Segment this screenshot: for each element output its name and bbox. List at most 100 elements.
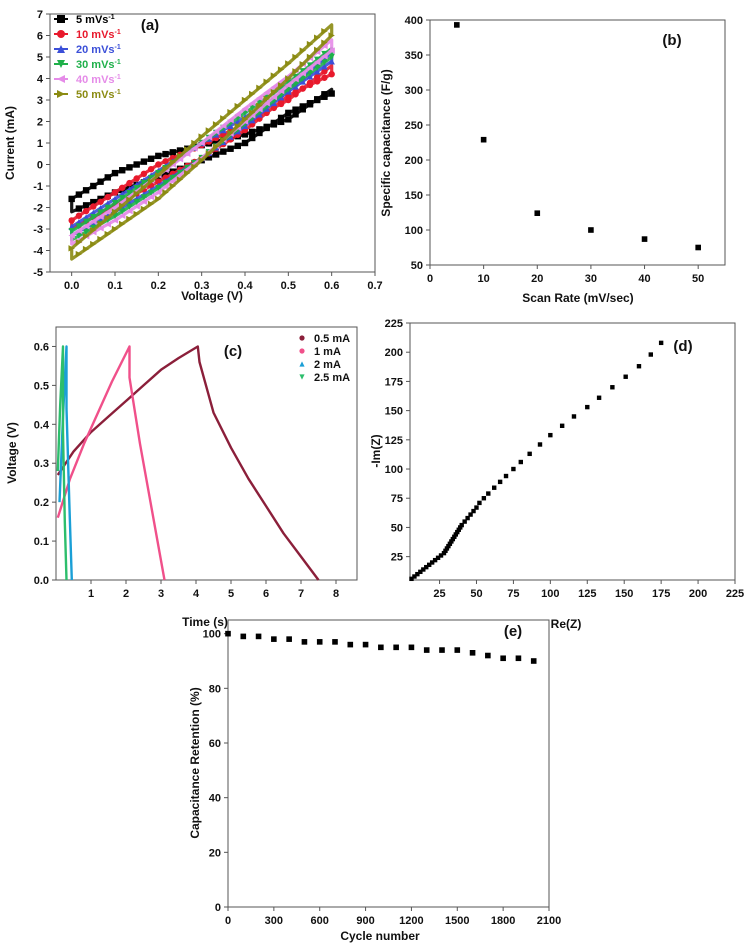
series-marker xyxy=(263,78,270,85)
series-marker xyxy=(162,150,169,158)
series-marker xyxy=(314,58,321,66)
data-point xyxy=(534,210,541,216)
legend-entry: 0.5 mA xyxy=(314,333,350,345)
series-marker xyxy=(328,53,335,61)
data-point xyxy=(658,340,664,346)
x-tick-label: 0.4 xyxy=(237,280,253,292)
series-marker xyxy=(126,196,133,203)
legend-marker xyxy=(299,361,305,367)
data-point xyxy=(443,548,448,553)
y-axis-label: Voltage (V) xyxy=(5,422,19,484)
series-marker xyxy=(256,129,263,137)
legend-marker xyxy=(57,75,65,83)
x-tick-label: 25 xyxy=(433,588,445,600)
series-marker xyxy=(321,74,328,81)
y-tick-label: 0.5 xyxy=(34,380,49,392)
y-tick-label: 125 xyxy=(385,435,403,447)
series-marker xyxy=(292,106,299,113)
series-marker xyxy=(314,96,321,104)
series-marker xyxy=(314,78,321,85)
series-marker xyxy=(299,75,306,82)
series-marker xyxy=(176,176,184,183)
data-point xyxy=(393,644,399,651)
x-tick-label: 4 xyxy=(193,588,200,600)
x-axis-label: Voltage (V) xyxy=(181,289,243,303)
data-point xyxy=(362,641,369,648)
series-marker xyxy=(198,157,205,164)
y-tick-label: 0.4 xyxy=(34,419,50,431)
series-marker xyxy=(90,224,97,232)
data-point xyxy=(423,647,430,653)
series-marker xyxy=(227,145,234,152)
x-tick-label: 0.3 xyxy=(194,280,209,292)
data-point xyxy=(492,485,497,490)
x-tick-label: 30 xyxy=(585,273,597,285)
series-marker xyxy=(249,134,256,142)
series-marker xyxy=(126,215,133,223)
series-marker xyxy=(191,139,198,147)
y-tick-label: 0.0 xyxy=(34,575,49,587)
series-marker xyxy=(82,218,90,226)
data-point xyxy=(454,647,461,653)
series-marker xyxy=(285,81,292,89)
series-marker xyxy=(292,73,299,81)
y-tick-label: 400 xyxy=(405,15,423,27)
series-marker xyxy=(147,178,155,185)
series-marker xyxy=(104,193,111,201)
series-marker xyxy=(249,128,256,136)
series-marker xyxy=(119,194,126,202)
x-tick-label: 0 xyxy=(427,273,433,285)
x-tick-label: 50 xyxy=(692,273,704,285)
data-point xyxy=(458,525,463,530)
series-marker xyxy=(220,148,227,155)
data-point xyxy=(695,244,701,251)
series-marker xyxy=(162,189,169,196)
series-marker xyxy=(82,202,90,209)
series-marker xyxy=(198,133,205,140)
series-marker xyxy=(111,169,119,177)
series-marker xyxy=(205,154,213,161)
y-tick-label: 300 xyxy=(405,85,423,97)
series-marker xyxy=(256,99,263,107)
data-point xyxy=(559,423,565,428)
series-marker xyxy=(140,170,148,178)
data-point xyxy=(527,451,532,457)
plot-frame xyxy=(55,326,358,581)
x-tick-label: 300 xyxy=(265,915,283,927)
series-marker xyxy=(285,109,292,117)
series-marker xyxy=(285,75,292,82)
series-marker xyxy=(140,205,148,213)
data-point xyxy=(518,459,523,465)
series-marker xyxy=(97,209,104,216)
x-tick-label: 200 xyxy=(689,588,707,600)
y-tick-label: -1 xyxy=(33,181,43,193)
y-tick-label: 200 xyxy=(385,347,403,359)
y-tick-label: 20 xyxy=(209,847,221,859)
y-tick-label: 6 xyxy=(37,31,43,43)
data-point xyxy=(435,555,441,561)
y-tick-label: 0.6 xyxy=(34,341,49,353)
series-marker xyxy=(155,174,162,181)
data-point xyxy=(439,647,445,653)
series-marker xyxy=(306,62,314,69)
series-marker xyxy=(321,53,328,60)
data-point xyxy=(271,636,277,642)
legend-marker xyxy=(299,348,305,354)
y-tick-label: 250 xyxy=(405,120,423,132)
series-marker xyxy=(90,182,97,190)
y-tick-label: 0.1 xyxy=(34,536,49,548)
x-tick-label: 1200 xyxy=(399,915,423,927)
series-marker xyxy=(227,116,234,124)
series-marker xyxy=(277,87,285,95)
y-tick-label: -2 xyxy=(33,203,43,215)
series-marker xyxy=(299,85,306,92)
data-point xyxy=(449,539,454,544)
series-marker xyxy=(277,66,285,73)
data-point xyxy=(511,466,516,472)
x-tick-label: 10 xyxy=(478,273,490,285)
series-marker xyxy=(314,56,321,64)
data-point xyxy=(418,569,423,575)
legend-marker xyxy=(299,335,305,341)
series-marker xyxy=(234,142,241,150)
series-marker xyxy=(140,194,148,201)
